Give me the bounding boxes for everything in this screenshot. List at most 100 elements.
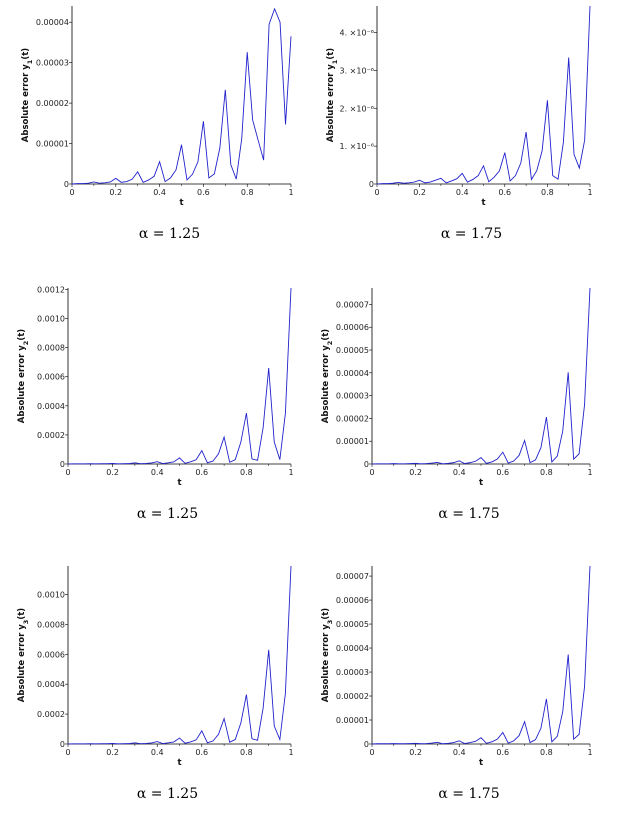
x-tick-label: 0 <box>369 468 374 477</box>
x-tick-label: 1 <box>288 468 293 477</box>
y-tick-label: 0 <box>60 460 65 469</box>
y-tick-label: 0.0002 <box>37 710 65 719</box>
panel-caption: α = 1.25 <box>137 786 198 802</box>
panel-caption: α = 1.75 <box>441 226 502 242</box>
x-tick-label: 0.8 <box>540 468 553 477</box>
x-tick-label: 0.8 <box>541 188 554 197</box>
x-tick-label: 0.4 <box>151 468 164 477</box>
y-tick-label: 0.0010 <box>37 315 65 324</box>
y-tick-label: 4. ×10⁻⁶ <box>340 29 375 38</box>
y-tick-label: 0.00004 <box>336 644 369 653</box>
y-tick-label: 0.0002 <box>37 431 65 440</box>
x-tick-label: 1 <box>288 188 293 197</box>
x-tick-label: 0 <box>65 748 70 757</box>
x-tick-label: 0.2 <box>106 748 119 757</box>
y-tick-label: 0.00003 <box>336 668 369 677</box>
y-tick-label: 0.00004 <box>36 18 69 27</box>
x-tick-label: 0.2 <box>109 188 122 197</box>
y-axis-label-subscript: 3 <box>22 620 30 625</box>
y-axis-label-subscript: 2 <box>22 341 30 346</box>
y-tick-label: 0.0008 <box>37 344 65 353</box>
y-axis-label: Absolute error y1(t) <box>21 48 34 142</box>
x-tick-label: 0.4 <box>153 188 166 197</box>
panel-caption: α = 1.25 <box>137 506 198 522</box>
panel-caption: α = 1.75 <box>438 786 499 802</box>
y-tick-label: 0.00006 <box>336 323 369 332</box>
y-tick-label: 0.00003 <box>336 392 369 401</box>
y-tick-label: 0.0006 <box>37 373 65 382</box>
x-tick-label: 0.6 <box>498 188 511 197</box>
x-tick-label: 0.8 <box>240 468 253 477</box>
y-tick-label: 0.00007 <box>336 300 369 309</box>
x-tick-label: 0.4 <box>456 188 469 197</box>
chart-panel-y2-alpha-1-75: 0 0.2 0.4 0.6 0.8 1 0 0.00001 0.00002 0.00003 0.00… <box>321 287 593 522</box>
y-tick-label: 0.00003 <box>36 59 69 68</box>
data-line <box>371 287 591 465</box>
y-tick-label: 0.0012 <box>37 285 65 294</box>
x-tick-label: 0.4 <box>453 748 466 757</box>
data-line <box>71 7 292 185</box>
panel-caption: α = 1.75 <box>438 506 499 522</box>
x-tick-label: 0.6 <box>197 188 210 197</box>
data-line <box>67 565 292 745</box>
y-tick-label: 0.00007 <box>336 572 369 581</box>
data-line <box>376 5 591 185</box>
y-tick-label: 0 <box>60 740 65 749</box>
y-tick-label: 3. ×10⁻⁶ <box>340 66 375 75</box>
y-axis-label-subscript: 3 <box>326 620 334 625</box>
y-tick-label: 0.00004 <box>336 369 369 378</box>
x-tick-label: 0 <box>69 188 74 197</box>
x-tick-label: 0.2 <box>413 188 426 197</box>
y-tick-label: 0.00005 <box>336 346 369 355</box>
chart-panel-y3-alpha-1-75: 0 0.2 0.4 0.6 0.8 1 0 0.00001 0.00002 0.00003 0.00… <box>321 565 593 802</box>
panel-caption: α = 1.25 <box>139 226 200 242</box>
x-axis-label: t <box>179 198 183 208</box>
y-tick-label: 0.0010 <box>37 590 65 599</box>
x-tick-label: 0.8 <box>241 188 254 197</box>
data-line <box>371 565 591 745</box>
x-tick-label: 0.8 <box>540 748 553 757</box>
x-tick-label: 0.6 <box>195 748 208 757</box>
x-tick-label: 0.2 <box>409 468 422 477</box>
y-tick-label: 0 <box>369 180 374 189</box>
x-tick-label: 0.2 <box>409 748 422 757</box>
y-tick-label: 0 <box>64 180 69 189</box>
y-tick-label: 1. ×10⁻⁶ <box>340 142 375 151</box>
y-axis-label: Absolute error y3(t) <box>321 608 334 702</box>
x-axis-label: t <box>177 758 181 768</box>
x-tick-label: 0 <box>369 748 374 757</box>
x-tick-label: 1 <box>587 188 592 197</box>
x-tick-label: 0.6 <box>496 468 509 477</box>
y-tick-label: 0.0006 <box>37 650 65 659</box>
y-tick-label: 0.0004 <box>37 402 65 411</box>
x-axis-label: t <box>177 478 181 488</box>
y-tick-label: 0.0008 <box>37 620 65 629</box>
chart-panel-y2-alpha-1-25: 0 0.2 0.4 0.6 0.8 1 0 0.0002 0.0004 0.0006 0.0008 0… <box>17 285 294 522</box>
data-line <box>67 287 292 465</box>
x-axis-label: t <box>481 198 485 208</box>
y-tick-label: 0 <box>364 460 369 469</box>
x-axis-label: t <box>479 478 483 488</box>
y-tick-label: 0.00006 <box>336 596 369 605</box>
y-axis-label-subscript: 1 <box>26 59 34 64</box>
chart-panel-y1-alpha-1-75: 0 0.2 0.4 0.6 0.8 1 0 1. ×10⁻⁶ 2. ×10⁻⁶ 3. ×10⁻⁶ 4… <box>326 5 593 242</box>
y-tick-label: 0.0004 <box>37 680 65 689</box>
x-tick-label: 0.2 <box>106 468 119 477</box>
x-tick-label: 0.8 <box>240 748 253 757</box>
x-tick-label: 1 <box>587 468 592 477</box>
x-tick-label: 1 <box>587 748 592 757</box>
y-axis-label: Absolute error y2(t) <box>17 329 30 423</box>
y-axis-label: Absolute error y1(t) <box>326 48 339 142</box>
y-axis-label: Absolute error y2(t) <box>321 329 334 423</box>
chart-panel-y3-alpha-1-25: 0 0.2 0.4 0.6 0.8 1 0 0.0002 0.0004 0.0006 0.0008 0… <box>17 565 294 802</box>
y-tick-label: 0.00002 <box>336 414 369 423</box>
x-tick-label: 0.6 <box>195 468 208 477</box>
y-axis-label-subscript: 1 <box>331 59 339 64</box>
x-tick-label: 1 <box>288 748 293 757</box>
x-tick-label: 0 <box>65 468 70 477</box>
y-axis-label-subscript: 2 <box>326 341 334 346</box>
y-axis-label: Absolute error y3(t) <box>17 608 30 702</box>
y-tick-label: 0.00002 <box>336 692 369 701</box>
x-axis-label: t <box>479 758 483 768</box>
